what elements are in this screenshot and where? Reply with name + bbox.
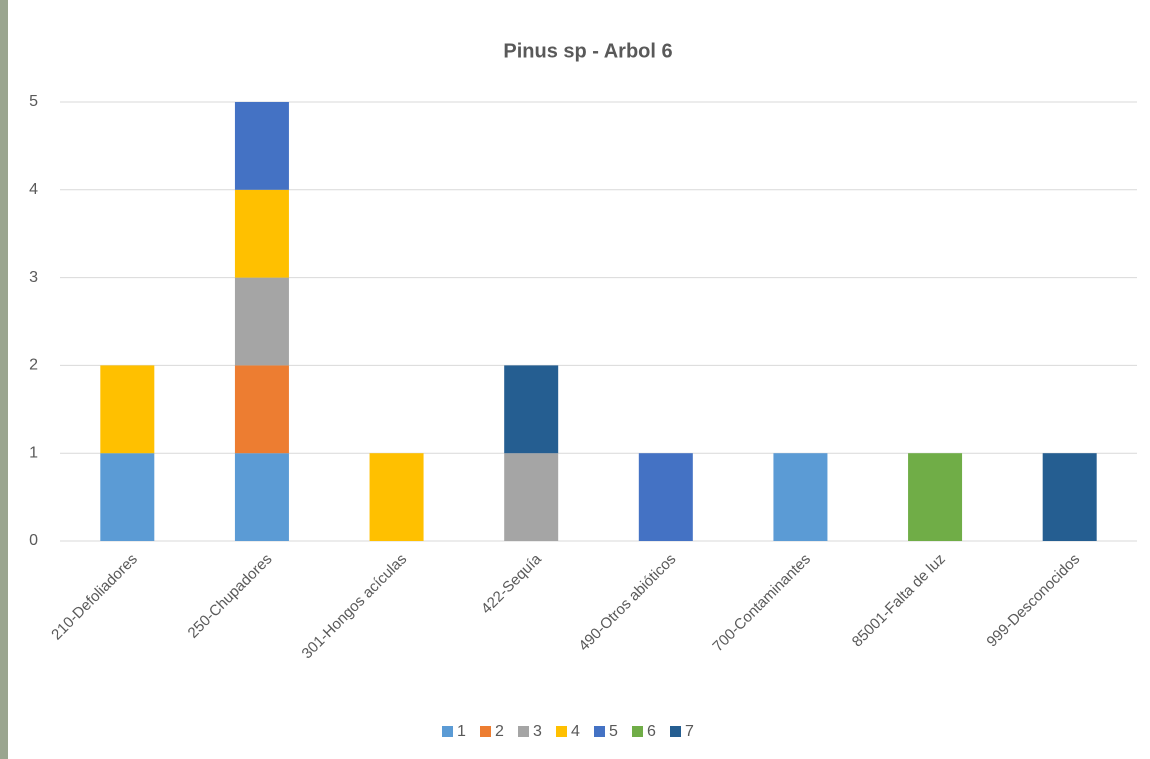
- y-tick-label: 4: [29, 181, 38, 198]
- y-tick-label: 0: [29, 532, 38, 549]
- y-tick-label: 1: [29, 444, 38, 461]
- bar-segment: [1042, 453, 1097, 541]
- legend-label: 3: [533, 723, 542, 740]
- bar-segment: [100, 453, 155, 541]
- bar-segment: [100, 365, 155, 454]
- y-tick-label: 5: [29, 93, 38, 110]
- bar-segment: [234, 365, 289, 454]
- bar-segment: [504, 453, 559, 541]
- legend-label: 1: [457, 723, 466, 740]
- legend-swatch: [442, 726, 453, 737]
- bar-segment: [234, 102, 289, 190]
- legend-label: 5: [609, 723, 618, 740]
- legend-swatch: [632, 726, 643, 737]
- chart-title: Pinus sp - Arbol 6: [503, 40, 672, 62]
- legend-label: 7: [685, 723, 694, 740]
- y-tick-label: 2: [29, 357, 38, 374]
- bar-segment: [773, 453, 828, 541]
- bar-segment: [369, 453, 424, 541]
- chart-area: [8, 0, 1150, 759]
- legend-swatch: [594, 726, 605, 737]
- legend-label: 4: [571, 723, 580, 740]
- legend-label: 6: [647, 723, 656, 740]
- legend-swatch: [518, 726, 529, 737]
- bar-segment: [638, 453, 693, 541]
- bar-segment: [234, 277, 289, 366]
- y-tick-label: 3: [29, 269, 38, 286]
- legend-swatch: [670, 726, 681, 737]
- legend-swatch: [480, 726, 491, 737]
- legend-swatch: [556, 726, 567, 737]
- bar-segment: [234, 453, 289, 541]
- legend-label: 2: [495, 723, 504, 740]
- bar-segment: [908, 453, 963, 541]
- bar-segment: [234, 189, 289, 278]
- bar-segment: [504, 365, 559, 454]
